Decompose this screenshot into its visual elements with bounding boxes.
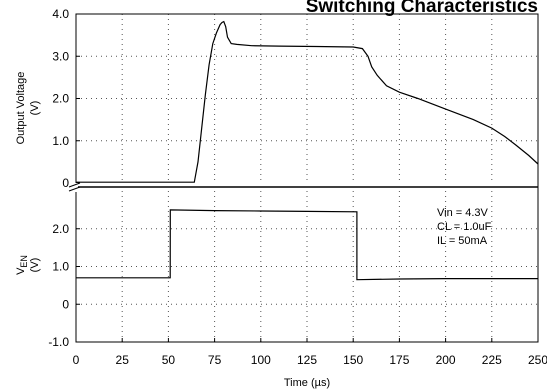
x-tick-label: 150 (343, 353, 363, 367)
grid (75, 13, 539, 343)
x-axis-label: Time (µs) (284, 377, 330, 389)
plot-frame (75, 13, 539, 343)
svg-text:(V): (V) (29, 101, 41, 116)
y-tick-label: 1.0 (52, 134, 69, 148)
series-line-bottom-0 (76, 209, 538, 281)
y-tick-label: 0 (62, 176, 69, 190)
y-tick-label: 2.0 (52, 222, 69, 236)
svg-text:(V): (V) (29, 258, 41, 273)
y-axis-label-bottom: VEN (V) (15, 255, 41, 275)
y-tick-label: -1.0 (48, 335, 69, 349)
series-line-top-0 (76, 20, 539, 183)
annotation-cl: CL = 1.0uF (437, 221, 492, 233)
y-tick-label: 1.0 (52, 260, 69, 274)
x-tick-label: 250 (528, 353, 547, 367)
y-axis-label-top: Output Voltage (V) (15, 72, 41, 145)
x-tick-label: 100 (251, 353, 271, 367)
x-tick-label: 225 (482, 353, 502, 367)
data-lines (76, 20, 539, 281)
y-tick-label: 4.0 (52, 7, 69, 21)
x-tick-label: 75 (208, 353, 222, 367)
y-tick-label: 0 (62, 297, 69, 311)
annotation-vin: Vin = 4.3V (437, 207, 489, 219)
y-tick-label: 3.0 (52, 49, 69, 63)
x-tick-label: 50 (162, 353, 176, 367)
tick-labels: 0 1.0 2.0 3.0 4.0 -1.0 0 1.0 2.0 0 25 50 75 100 125 150… (48, 7, 547, 367)
x-tick-label: 175 (389, 353, 409, 367)
chart-title: Switching Characteristics (306, 0, 538, 17)
y-tick-label: 2.0 (52, 92, 69, 106)
svg-text:VEN: VEN (15, 255, 29, 275)
annotation-il: IL = 50mA (437, 235, 488, 247)
conditions-annotation: Vin = 4.3V CL = 1.0uF IL = 50mA (437, 207, 492, 247)
x-tick-label: 200 (436, 353, 456, 367)
x-tick-label: 125 (297, 353, 317, 367)
axis-break-marker (68, 182, 81, 192)
svg-text:Output Voltage: Output Voltage (15, 72, 27, 145)
x-tick-label: 25 (116, 353, 130, 367)
x-tick-label: 0 (73, 353, 80, 367)
